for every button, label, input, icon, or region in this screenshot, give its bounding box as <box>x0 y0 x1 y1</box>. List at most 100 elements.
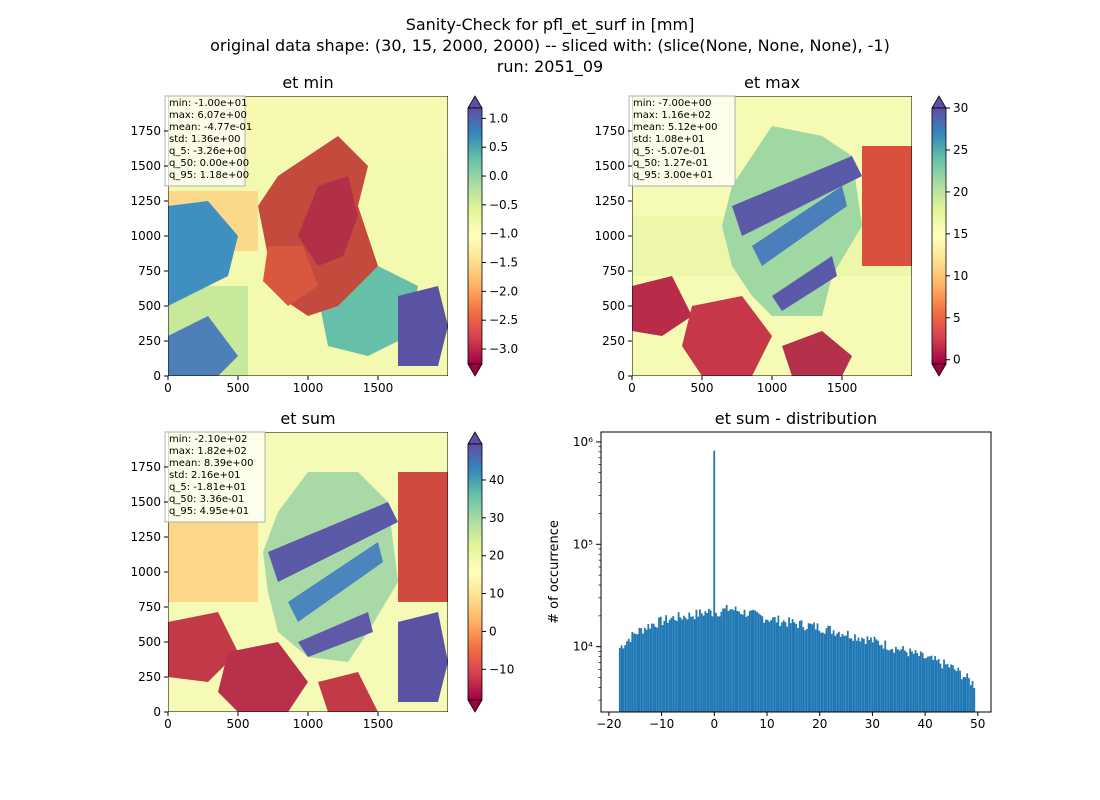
histogram-bar <box>821 632 824 712</box>
stat-line: mean: 5.12e+00 <box>633 122 717 133</box>
colorbar-tick-label: −1.5 <box>489 256 518 270</box>
y-axis-et-min: 0 250 500 750 1000 1250 1500 1750 <box>130 124 168 383</box>
x-tick-label: 1000 <box>293 717 324 731</box>
histogram-bar <box>877 640 879 712</box>
histogram-bar <box>775 622 778 712</box>
histogram-bar <box>763 622 765 712</box>
stat-line: max: 6.07e+00 <box>169 110 247 121</box>
histogram-bar <box>756 611 758 712</box>
stat-line: max: 1.16e+02 <box>633 110 711 121</box>
histogram-bar <box>848 638 851 712</box>
heatmap-et-max <box>632 96 912 376</box>
x-tick-label: 500 <box>227 717 250 731</box>
histogram-bar <box>884 640 887 712</box>
figure-title-line-1: Sanity-Check for pfl_et_surf in [mm] <box>406 15 695 35</box>
colorbar-tick-label: 0 <box>953 353 961 367</box>
histogram-bar <box>971 680 974 712</box>
histogram-bar <box>912 653 915 712</box>
y-tick-label: 1500 <box>130 495 161 509</box>
histogram-bar <box>973 688 976 712</box>
histogram-bar <box>827 625 830 712</box>
figure-title: Sanity-Check for pfl_et_surf in [mm] ori… <box>210 15 890 77</box>
y-tick-label: 250 <box>138 334 161 348</box>
histogram-bar <box>832 630 835 712</box>
histogram-bar <box>793 622 796 712</box>
panel-et-min: et min min: -1.00e+01 max: 6.07e+00 mean… <box>130 73 518 395</box>
colorbar-et-sum: 40 30 20 10 0 −10 <box>467 431 514 713</box>
y-tick-label: 750 <box>138 600 161 614</box>
histogram-bar <box>736 610 739 712</box>
stat-line: std: 1.36e+00 <box>169 134 241 145</box>
histogram-bar <box>647 624 650 712</box>
histogram-bar <box>782 620 785 712</box>
x-tick-label: 500 <box>227 381 250 395</box>
histogram-bar <box>674 620 676 712</box>
histogram-bar <box>745 616 748 712</box>
histogram-bar <box>802 627 805 712</box>
histogram-bar <box>830 633 833 712</box>
histogram-bar <box>724 608 726 712</box>
heatmap-et-min <box>168 96 448 376</box>
histogram-bar <box>825 628 828 712</box>
y-tick-label: 10⁵ <box>573 537 593 551</box>
panel-et-max: et max min: -7.00e+00 max: 1.16e+02 mean… <box>594 73 968 395</box>
histogram-bar <box>834 635 837 712</box>
histogram-bar <box>668 619 671 712</box>
histogram-bar <box>871 642 874 712</box>
histogram-bar <box>823 633 826 712</box>
histogram-bar <box>857 637 860 712</box>
stat-line: q_5: -5.07e-01 <box>633 146 706 157</box>
colorbar-tick-label: 1.0 <box>489 111 508 125</box>
x-tick-label: 1000 <box>757 381 788 395</box>
figure-title-line-3: run: 2051_09 <box>497 57 603 77</box>
y-tick-label: 0 <box>153 369 161 383</box>
stat-line: q_95: 1.18e+00 <box>169 170 249 181</box>
stat-line: q_50: 1.27e-01 <box>633 158 708 169</box>
y-tick-label: 750 <box>138 264 161 278</box>
histogram-bar <box>738 611 741 712</box>
y-tick-label: 500 <box>138 635 161 649</box>
figure-title-line-2: original data shape: (30, 15, 2000, 2000… <box>210 36 890 55</box>
histogram-bar <box>786 626 789 712</box>
histogram-bar <box>748 610 751 712</box>
y-tick-label: 10⁶ <box>573 435 593 449</box>
x-tick-label: 0 <box>628 381 636 395</box>
histogram-bar <box>759 614 762 712</box>
histogram-bar <box>927 656 929 712</box>
stat-line: std: 2.16e+01 <box>169 470 241 481</box>
histogram-bar <box>627 638 630 712</box>
histogram-bar <box>791 619 794 712</box>
y-tick-label: 0 <box>153 705 161 719</box>
x-axis-et-sum: 0 500 1000 1500 <box>164 712 393 731</box>
histogram-bar <box>795 623 798 712</box>
histogram-frame <box>600 431 992 713</box>
histogram-bar <box>686 619 689 712</box>
histogram-bar <box>679 617 682 712</box>
histogram-bar <box>836 633 839 712</box>
histogram-bar <box>729 609 732 712</box>
histogram-bar <box>672 616 675 712</box>
histogram-bar <box>766 619 769 712</box>
histogram-bar <box>855 640 858 712</box>
colorbar-tick-label: 0 <box>489 624 497 638</box>
histogram-bar <box>809 623 812 712</box>
stat-line: min: -1.00e+01 <box>169 98 248 109</box>
histogram-bar <box>911 651 913 712</box>
histogram-bar <box>845 635 847 712</box>
histogram-bar <box>716 616 719 712</box>
colorbar-tick-label: −3.0 <box>489 342 518 356</box>
histogram-bar <box>900 649 903 712</box>
x-axis-et-max: 0 500 1000 1500 <box>628 376 857 395</box>
colorbar-tick-label: −2.0 <box>489 284 518 298</box>
histogram-bar <box>953 669 956 712</box>
y-axis-et-max: 0 250 500 750 1000 1250 1500 1750 <box>594 124 632 383</box>
histogram-bar <box>675 621 678 712</box>
histogram-bar <box>886 649 888 712</box>
histogram-bar <box>725 604 728 712</box>
colorbar-et-min: 1.0 0.5 0.0 −0.5 −1.0 −1.5 −2.0 −2.5 −3.0 <box>467 95 518 377</box>
histogram-bar <box>820 632 822 712</box>
stat-line: q_95: 4.95e+01 <box>169 506 249 517</box>
y-tick-label: 1250 <box>130 530 161 544</box>
histogram-bar <box>968 678 970 712</box>
histogram-bar <box>683 615 685 712</box>
